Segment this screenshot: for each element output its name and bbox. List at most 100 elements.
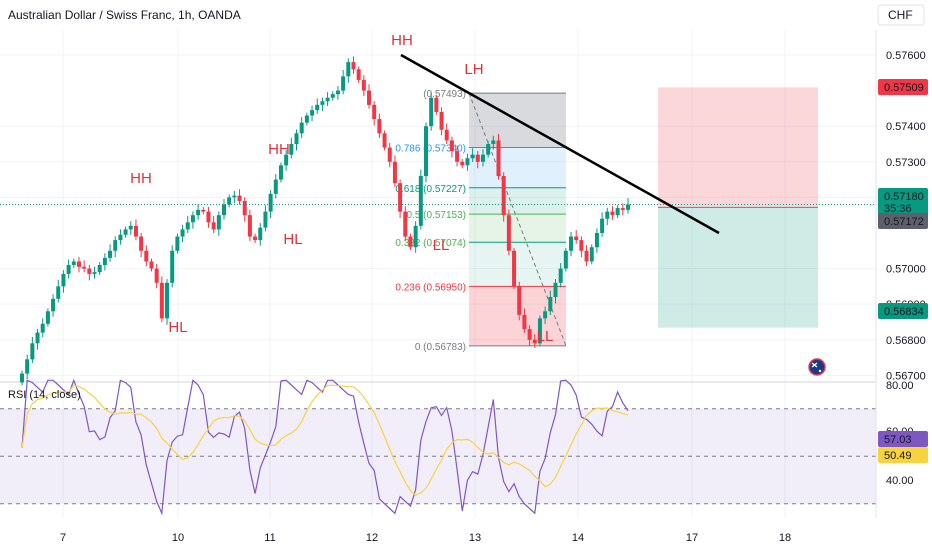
swing-label-hh: HH [391,32,413,49]
stop-loss-price-label-text: 0.57509 [884,82,924,94]
candle-body [465,158,470,166]
candle-body [97,265,102,273]
candle-body [600,218,605,233]
swing-label-ll: LL [537,328,554,345]
candle-body [418,176,423,226]
fib-label-5: 0.236 (0.56950) [395,282,466,293]
candle-body [455,151,460,162]
candle-body [45,311,50,324]
candle-body [361,79,366,91]
candle-body [284,154,289,166]
candle-body [584,250,589,262]
rsi-tick-0: 80.00 [886,380,914,392]
candle-body [434,97,439,112]
candle-body [341,76,346,91]
currency-label[interactable]: CHF [888,8,913,22]
candle-body [439,111,444,130]
swing-label-ll: LL [433,237,450,254]
rsi-value-label: 57.03 [878,431,928,447]
fib-label-4: 0.382 (0.57074) [395,238,466,249]
candle-body [139,236,144,251]
candle-body [372,104,377,120]
grid [0,30,876,518]
candle-body [579,240,584,251]
price-tick-0: 0.57600 [886,50,926,62]
candle-body [253,236,258,241]
candle-body [92,272,97,274]
candle-body [460,161,465,166]
candle-body [537,318,542,344]
fib-label-2: 0.618 (0.57227) [395,184,466,195]
time-tick-6: 17 [686,532,698,544]
time-tick-0: 7 [60,532,66,544]
take-profit-price-label: 0.56834 [878,303,928,319]
candle-body [242,200,247,216]
fib-label-6: 0 (0.56783) [415,342,466,353]
currency-button-bg[interactable] [877,4,925,26]
chart-title: Australian Dollar / Swiss Franc, 1h, OAN… [8,8,241,22]
candle-body [222,204,226,216]
candle-body [66,265,71,274]
short-position-tool[interactable] [658,87,818,328]
candle-body [382,133,387,148]
candle-body [480,154,485,162]
candle-body [563,250,568,269]
swing-label-lh: LH [464,61,483,78]
take-profit-price-label-text: 0.56834 [884,306,924,318]
candle-body [558,268,563,283]
fib-label-0: (0.57493) [423,89,466,100]
candle-body [273,179,278,194]
candle-body [496,140,501,177]
drawing-overlays[interactable]: HH HL HH HL HH LH LL LL [0,32,876,345]
candle-body [367,90,372,105]
candle-body [589,247,594,262]
bar-countdown-label-text: 35:36 [884,203,912,215]
time-tick-5: 14 [572,532,584,544]
price-tick-6: 0.56800 [886,335,926,347]
candle-body [133,225,138,237]
candle-body [325,97,330,102]
candle-body [304,115,309,123]
candle-body [569,236,574,251]
candle-body [413,225,418,248]
swing-label-hh: HH [130,170,152,187]
candle-body [40,323,45,333]
swing-label-hh: HH [268,141,290,158]
candle-body [522,314,527,330]
fib-label-1: 0.786 (0.57340) [395,144,466,155]
rsi-value-label-bg [878,431,928,447]
candle-body [346,62,351,77]
candle-body [289,143,294,155]
stop-loss-price-label: 0.57509 [878,79,928,95]
entry-price-label: 0.57172 [878,213,928,229]
candlestick-series [20,56,630,386]
candle-body [330,94,335,98]
candle-body [532,339,537,344]
price-tick-4: 0.57000 [886,264,926,276]
candle-body [87,268,92,274]
au-flag-icon[interactable] [808,358,826,376]
candle-body [263,211,268,228]
swing-label-hl: HL [168,319,187,336]
candle-body [512,250,517,287]
candle-body [543,311,548,319]
swing-label-hl: HL [283,231,302,248]
candle-body [553,282,558,298]
entry-price-label-text: 0.57172 [884,216,924,228]
candle-body [315,104,320,111]
candle-body [113,240,118,251]
candle-body [258,227,263,241]
candle-body [206,211,211,223]
candle-body [278,165,283,180]
candle-body [144,250,149,262]
candle-body [501,176,506,216]
rsi-title: RSI (14, close) [8,389,81,401]
candle-body [190,215,195,223]
stop-loss-price-label-bg [878,79,928,95]
candle-body [486,143,491,155]
fib-zone-4 [469,242,566,287]
candle-body [548,297,553,312]
candle-body [491,140,496,144]
entry-price-label-bg [878,213,928,229]
